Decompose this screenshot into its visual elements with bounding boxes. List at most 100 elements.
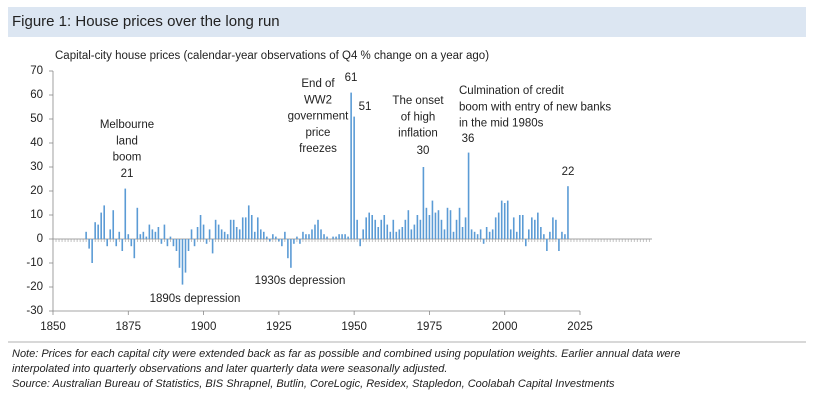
x-tick-label: 1875 — [115, 321, 141, 333]
bar — [482, 239, 485, 244]
bar — [500, 200, 503, 239]
annotation: 1890s depression — [150, 293, 241, 305]
chart-subtitle: Capital-city house prices (calendar-year… — [55, 50, 489, 62]
bar — [549, 231, 551, 239]
bar — [136, 207, 139, 239]
x-tick-label: 1925 — [266, 321, 292, 333]
bar — [561, 231, 563, 239]
annotation: in the mid 1980s — [459, 118, 544, 130]
bar — [416, 215, 419, 239]
bar — [94, 222, 96, 239]
bar — [172, 239, 175, 247]
bar — [259, 229, 262, 239]
y-tick-label: 0 — [37, 233, 43, 245]
bar — [455, 219, 458, 239]
bar — [151, 229, 154, 239]
bar — [181, 239, 184, 285]
note: Source: Australian Bureau of Statistics,… — [12, 378, 615, 390]
bar — [503, 203, 506, 239]
bar — [235, 227, 238, 239]
value-label: 30 — [417, 145, 430, 157]
y-tick-label: -20 — [26, 281, 43, 293]
bar — [543, 234, 545, 239]
y-tick-label: 20 — [30, 185, 43, 197]
bar — [229, 219, 232, 239]
bar — [145, 236, 148, 239]
y-tick-label: 60 — [30, 89, 43, 101]
bar — [317, 219, 319, 239]
bar — [326, 236, 328, 239]
bar — [290, 239, 292, 268]
bar — [461, 227, 464, 239]
bar — [485, 227, 488, 239]
bar — [124, 188, 127, 239]
y-tick-label: -30 — [26, 305, 43, 317]
bar — [311, 229, 313, 239]
bar — [247, 205, 250, 239]
value-label: 22 — [562, 166, 575, 178]
x-tick-label: 1975 — [417, 321, 443, 333]
annotation: government — [288, 111, 350, 123]
bar — [308, 234, 310, 239]
note: interpolated into quarterly observations… — [12, 363, 447, 375]
bar — [374, 219, 377, 239]
bar — [356, 219, 358, 239]
bar — [238, 229, 241, 239]
bar — [515, 231, 518, 239]
bar — [115, 239, 118, 247]
bar — [467, 152, 470, 239]
annotation: inflation — [398, 128, 438, 140]
bar — [166, 239, 169, 247]
bar — [380, 219, 383, 239]
bar — [386, 224, 389, 239]
bar — [521, 215, 524, 239]
bar — [139, 234, 142, 239]
bar — [208, 229, 211, 239]
bar — [275, 236, 277, 239]
bar — [91, 239, 93, 263]
value-label: 21 — [121, 168, 134, 180]
bar — [470, 229, 473, 239]
bar — [109, 229, 112, 239]
bar — [103, 205, 105, 239]
bar — [398, 229, 401, 239]
bar — [97, 224, 99, 239]
bar — [266, 236, 268, 239]
bar — [509, 229, 512, 239]
bar — [85, 231, 87, 239]
bar — [437, 210, 440, 239]
bar — [202, 224, 205, 239]
bar — [256, 217, 259, 239]
bar — [464, 217, 467, 239]
bar — [377, 227, 380, 239]
bar — [401, 227, 404, 239]
bar — [497, 212, 500, 239]
bar — [241, 217, 244, 239]
bar — [184, 239, 187, 273]
bar — [112, 210, 115, 239]
bar — [347, 236, 349, 239]
bar — [531, 217, 533, 239]
y-tick-label: -10 — [26, 257, 43, 269]
bar — [118, 231, 121, 239]
y-tick-label: 30 — [30, 161, 43, 173]
bar — [546, 239, 548, 251]
bar — [368, 212, 370, 239]
annotation: The onset — [392, 95, 444, 107]
bar — [196, 227, 199, 239]
annotation: price — [306, 127, 331, 139]
y-tick-label: 50 — [30, 113, 43, 125]
bar — [404, 219, 407, 239]
bar — [395, 231, 398, 239]
bar — [350, 92, 352, 239]
bar — [154, 231, 157, 239]
bar — [193, 239, 196, 247]
bar — [148, 224, 151, 239]
y-tick-label: 40 — [30, 137, 43, 149]
value-label: 36 — [462, 133, 475, 145]
bar — [284, 231, 286, 239]
x-tick-label: 2000 — [492, 321, 518, 333]
bar — [440, 219, 443, 239]
bar — [458, 207, 461, 239]
